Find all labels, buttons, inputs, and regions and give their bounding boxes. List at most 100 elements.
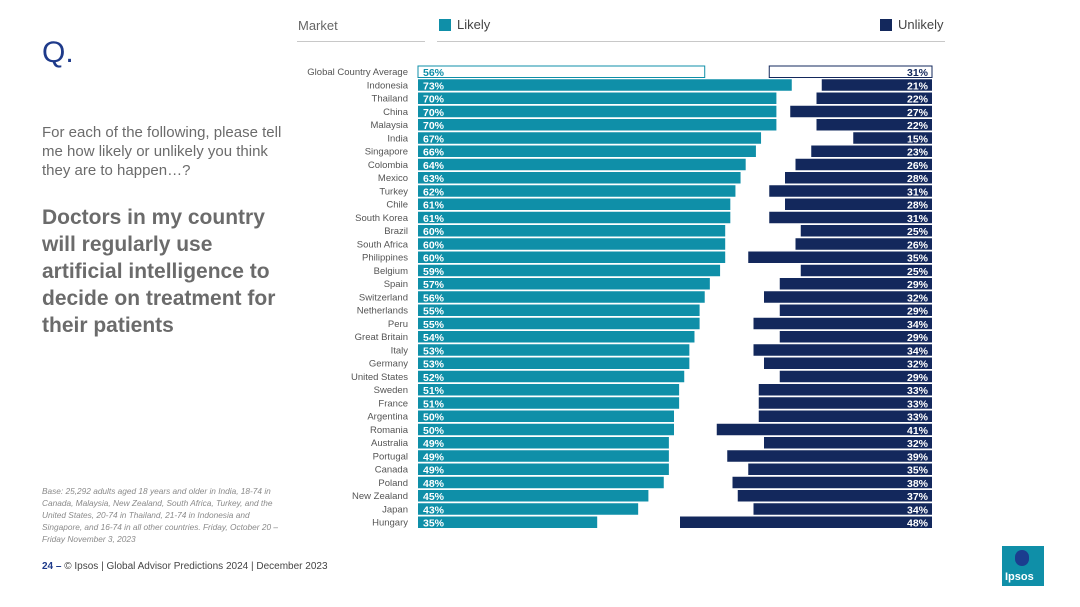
statement-title: Doctors in my country will regularly use… xyxy=(42,206,276,337)
unlikely-bar xyxy=(769,211,932,224)
unlikely-bar xyxy=(779,331,932,343)
likely-value-label: 50% xyxy=(423,412,445,424)
market-label: Sweden xyxy=(374,385,408,396)
unlikely-value-label: 21% xyxy=(907,80,929,92)
legend-likely: Likely xyxy=(439,17,490,32)
unlikely-bar xyxy=(800,264,932,277)
market-label: Portugal xyxy=(373,451,408,462)
likely-bar xyxy=(418,370,685,383)
footer: 24 – © Ipsos | Global Advisor Prediction… xyxy=(42,561,328,572)
likely-value-label: 49% xyxy=(423,438,445,450)
unlikely-bar xyxy=(732,476,932,489)
legend-unlikely: Unlikely xyxy=(880,17,944,32)
unlikely-bar xyxy=(853,132,932,144)
market-label: Netherlands xyxy=(357,306,408,317)
likely-value-label: 48% xyxy=(423,478,445,490)
market-header: Market xyxy=(298,18,338,33)
likely-bar xyxy=(418,331,695,343)
unlikely-value-label: 41% xyxy=(907,425,929,437)
market-label: Mexico xyxy=(378,173,408,184)
unlikely-value-label: 27% xyxy=(907,107,929,119)
likely-bar xyxy=(418,172,741,184)
footer-text: © Ipsos | Global Advisor Predictions 202… xyxy=(64,561,328,572)
market-label: New Zealand xyxy=(352,491,408,502)
likely-bar xyxy=(418,344,690,356)
market-label: Argentina xyxy=(367,412,408,423)
market-label: Switzerland xyxy=(359,292,408,303)
unlikely-value-label: 22% xyxy=(907,120,929,132)
likely-bar xyxy=(418,357,690,369)
unlikely-value-label: 35% xyxy=(907,465,929,477)
market-label: Germany xyxy=(369,359,408,370)
likely-bar xyxy=(418,132,762,144)
market-label: Colombia xyxy=(368,160,409,171)
unlikely-bar xyxy=(758,410,932,422)
likely-bar xyxy=(418,503,639,515)
likely-bar xyxy=(418,490,649,502)
question-marker: Q. xyxy=(42,36,74,69)
unlikely-bar xyxy=(795,158,932,171)
likely-value-label: 62% xyxy=(423,186,445,198)
unlikely-bar xyxy=(758,397,932,409)
market-label: Philippines xyxy=(362,253,408,264)
unlikely-value-label: 37% xyxy=(907,491,929,503)
likely-value-label: 64% xyxy=(423,160,445,172)
market-label: Belgium xyxy=(374,266,408,277)
unlikely-value-label: 29% xyxy=(907,279,929,291)
likely-bar xyxy=(418,198,731,210)
unlikely-bar xyxy=(811,145,932,157)
unlikely-bar xyxy=(779,304,932,316)
market-label: Singapore xyxy=(365,147,408,158)
page-number: 24 – xyxy=(42,561,62,572)
unlikely-bar xyxy=(753,317,932,330)
likely-swatch xyxy=(439,18,451,31)
likely-value-label: 67% xyxy=(423,133,445,145)
likely-bar xyxy=(418,291,705,303)
likely-bar xyxy=(418,251,726,263)
unlikely-value-label: 32% xyxy=(907,438,929,450)
likely-bar xyxy=(418,238,726,250)
likely-bar xyxy=(418,516,598,528)
market-label: Peru xyxy=(388,319,408,330)
unlikely-value-label: 26% xyxy=(907,239,929,251)
unlikely-value-label: 29% xyxy=(907,372,929,384)
likely-bar xyxy=(418,304,700,316)
unlikely-bar xyxy=(753,503,932,515)
unlikely-bar xyxy=(764,291,932,303)
market-header-rule xyxy=(297,41,425,42)
unlikely-value-label: 28% xyxy=(907,173,929,185)
likely-bar xyxy=(418,437,669,449)
unlikely-bar xyxy=(790,105,932,118)
likely-bar xyxy=(418,105,777,118)
likely-value-label: 57% xyxy=(423,279,445,291)
unlikely-value-label: 39% xyxy=(907,451,929,463)
unlikely-bar xyxy=(816,92,932,104)
unlikely-value-label: 25% xyxy=(907,226,929,238)
likely-value-label: 35% xyxy=(423,518,445,530)
market-label: Canada xyxy=(375,465,409,476)
likely-bar xyxy=(418,463,669,475)
likely-value-label: 54% xyxy=(423,332,445,344)
likely-bar xyxy=(418,397,680,409)
market-label: Brazil xyxy=(384,226,408,237)
likely-value-label: 51% xyxy=(423,385,445,397)
likely-value-label: 50% xyxy=(423,425,445,437)
market-label: Thailand xyxy=(372,94,408,105)
likely-bar xyxy=(418,264,721,277)
likely-value-label: 52% xyxy=(423,372,445,384)
market-label: India xyxy=(387,133,408,144)
base-note: Base: 25,292 adults aged 18 years and ol… xyxy=(42,486,278,544)
market-label: South Korea xyxy=(355,213,409,224)
likely-bar xyxy=(417,65,706,78)
unlikely-bar xyxy=(800,225,932,237)
likely-bar xyxy=(418,384,680,396)
unlikely-value-label: 32% xyxy=(907,292,929,304)
market-label: Turkey xyxy=(379,186,408,197)
unlikely-value-label: 48% xyxy=(907,518,929,530)
unlikely-bar xyxy=(779,278,932,290)
market-label: South Africa xyxy=(357,239,409,250)
unlikely-value-label: 22% xyxy=(907,94,929,106)
market-label: Great Britain xyxy=(355,332,408,343)
likely-value-label: 59% xyxy=(423,266,445,278)
